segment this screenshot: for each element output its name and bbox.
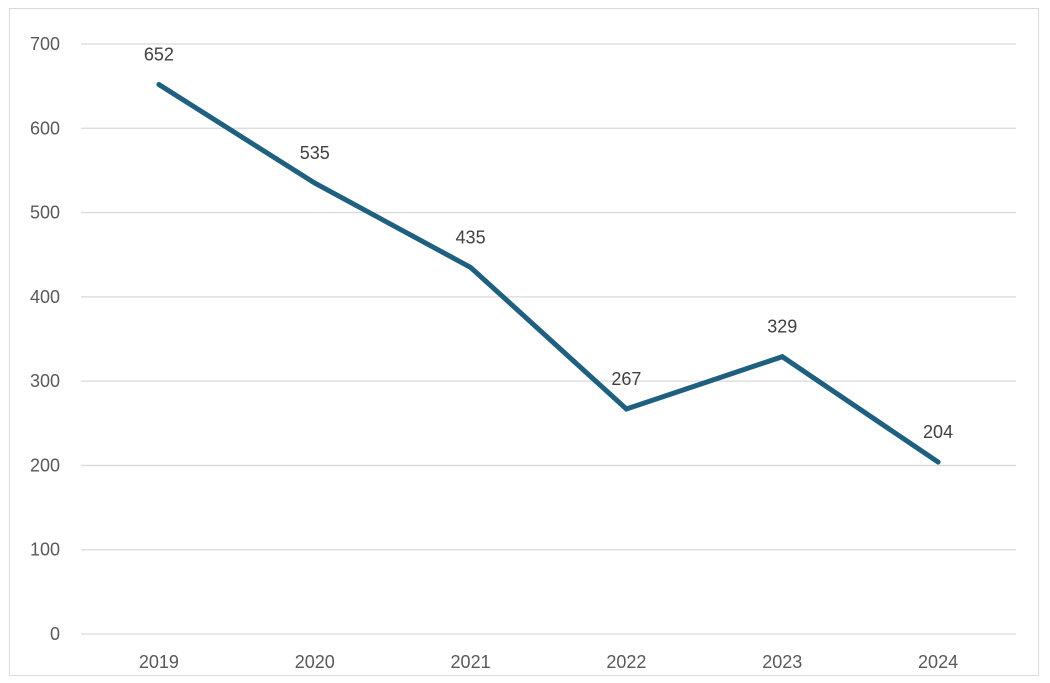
x-tick-label: 2020 [295,652,335,672]
y-tick-label: 500 [30,203,60,223]
x-tick-label: 2019 [139,652,179,672]
y-axis-ticks: 0 100 200 300 400 500 600 700 [30,34,60,644]
y-tick-label: 600 [30,118,60,138]
data-label: 329 [767,317,797,337]
data-label: 535 [300,143,330,163]
x-axis-ticks: 2019 2020 2021 2022 2023 2024 [139,652,958,672]
y-tick-label: 700 [30,34,60,54]
data-label: 204 [923,422,953,442]
x-tick-label: 2022 [606,652,646,672]
y-tick-label: 400 [30,287,60,307]
chart-frame [9,8,1039,676]
y-tick-label: 100 [30,540,60,560]
data-label: 435 [456,227,486,247]
data-labels: 652 535 435 267 329 204 [144,44,953,442]
data-label: 652 [144,44,174,64]
series-line [156,82,941,465]
x-tick-label: 2024 [918,652,958,672]
y-tick-label: 0 [50,624,60,644]
y-tick-label: 300 [30,371,60,391]
data-label: 267 [611,369,641,389]
y-tick-label: 200 [30,455,60,475]
x-tick-label: 2021 [451,652,491,672]
gridlines [81,43,1016,635]
x-tick-label: 2023 [762,652,802,672]
